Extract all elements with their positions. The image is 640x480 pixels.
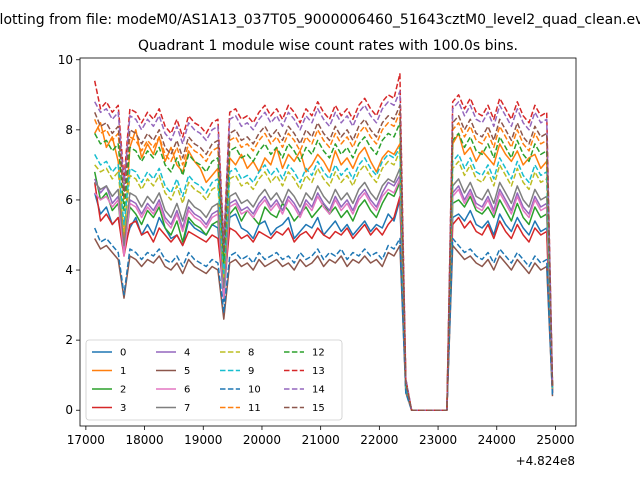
legend-box <box>85 339 343 421</box>
legend-label-11: 11 <box>248 403 261 414</box>
y-tick-label: 4 <box>65 263 73 277</box>
y-tick-label: 2 <box>65 333 73 347</box>
y-tick-label: 10 <box>58 53 73 67</box>
axis-layer: 17000 18000 19000 20000 21000 22000 23000 24000… <box>58 53 575 447</box>
x-offset-label: +4.824e8 <box>516 454 575 468</box>
legend-label-9: 9 <box>248 366 254 377</box>
x-tick-label: 24000 <box>478 433 516 447</box>
y-tick-label: 0 <box>65 403 73 417</box>
series-line-9 <box>94 146 554 411</box>
series-line-1 <box>94 122 554 411</box>
legend-label-2: 2 <box>120 385 126 396</box>
series-line-5 <box>94 238 554 411</box>
series-line-3 <box>93 182 554 411</box>
series-line-11 <box>94 111 554 411</box>
series-line-8 <box>94 150 554 411</box>
x-tick-label: 22000 <box>360 433 398 447</box>
x-tick-label: 20000 <box>243 433 281 447</box>
x-tick-label: 25000 <box>536 433 574 447</box>
x-tick-label: 19000 <box>184 433 222 447</box>
legend-label-10: 10 <box>248 385 261 396</box>
x-tick-label: 21000 <box>302 433 340 447</box>
legend-label-4: 4 <box>184 348 190 359</box>
x-tick-label: 23000 <box>419 433 457 447</box>
series-layer <box>93 73 554 411</box>
legend-label-0: 0 <box>120 348 126 359</box>
plot-frame <box>79 57 577 427</box>
legend-label-5: 5 <box>184 366 190 377</box>
legend-label-3: 3 <box>120 403 126 414</box>
legend-label-1: 1 <box>120 366 126 377</box>
legend-label-7: 7 <box>184 403 190 414</box>
series-line-10 <box>94 227 554 411</box>
x-tick-label: 18000 <box>125 433 163 447</box>
series-line-14 <box>94 90 554 411</box>
legend-label-13: 13 <box>312 366 325 377</box>
series-line-4 <box>94 174 554 411</box>
series-line-13 <box>93 73 554 411</box>
series-line-15 <box>94 104 554 411</box>
series-line-12 <box>94 122 554 411</box>
figure-suptitle: Plotting from file: modeM0/AS1A13_037T05… <box>0 12 640 28</box>
legend-label-14: 14 <box>312 385 325 396</box>
legend-label-6: 6 <box>184 385 190 396</box>
legend-label-15: 15 <box>312 403 325 414</box>
x-tick-label: 17000 <box>67 433 105 447</box>
y-tick-label: 6 <box>65 193 73 207</box>
chart-title: Quadrant 1 module wise count rates with … <box>138 38 518 54</box>
y-tick-label: 8 <box>65 123 73 137</box>
series-line-6 <box>94 178 554 411</box>
legend-label-12: 12 <box>312 348 325 359</box>
legend-label-8: 8 <box>248 348 254 359</box>
series-line-7 <box>94 167 554 411</box>
